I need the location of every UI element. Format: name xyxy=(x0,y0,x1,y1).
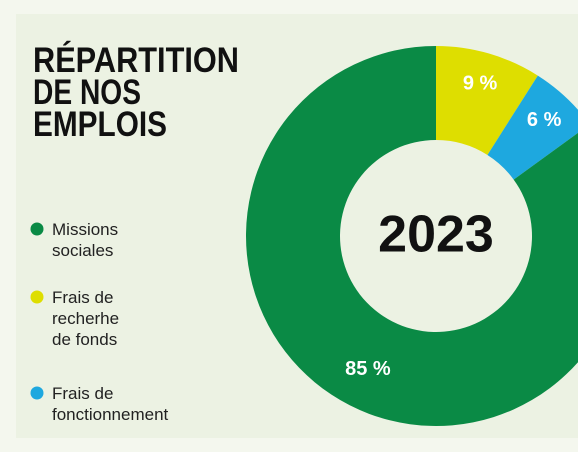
title-line: DE NOS xyxy=(33,73,141,112)
title-line: EMPLOIS xyxy=(33,105,167,144)
center-label: 2023 xyxy=(378,206,494,264)
title-line: RÉPARTITION xyxy=(33,40,239,80)
slice xyxy=(436,46,538,155)
donut: 9 % 6 % 85 % xyxy=(246,46,578,426)
legend-line: de fonds xyxy=(52,330,117,349)
slice xyxy=(246,46,578,426)
slice-label: 6 % xyxy=(527,109,562,131)
legend-line: fonctionnement xyxy=(52,405,169,424)
legend-label: Missions sociales xyxy=(52,220,118,260)
legend-line: recherhe xyxy=(52,309,119,328)
legend-swatch xyxy=(30,386,44,400)
legend-label: Frais de fonctionnement xyxy=(52,384,169,424)
legend-line: Frais de xyxy=(52,288,113,307)
legend-line: Frais de xyxy=(52,384,113,403)
legend-label: Frais de recherhe de fonds xyxy=(52,288,119,349)
slice xyxy=(487,75,578,180)
legend-swatch xyxy=(30,290,44,304)
legend-line: sociales xyxy=(52,241,113,260)
legend-line: Missions xyxy=(52,220,118,239)
legend-swatch xyxy=(30,222,44,236)
slice-label: 9 % xyxy=(463,73,498,95)
slice-label: 85 % xyxy=(345,358,391,380)
